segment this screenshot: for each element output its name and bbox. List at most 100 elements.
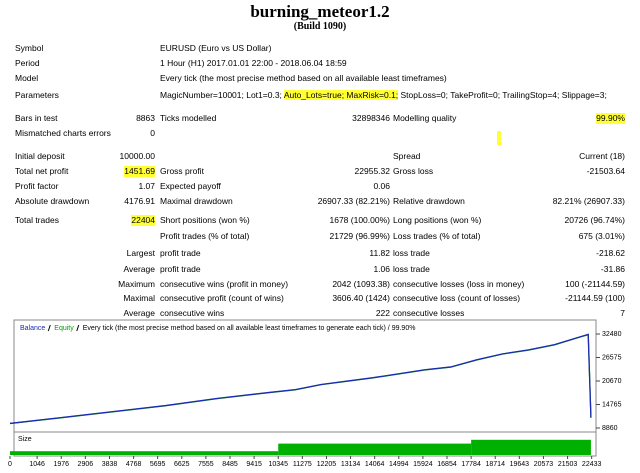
stat-value: -21144.59 (100) [565,293,625,303]
x-tick-label: 15924 [413,461,433,468]
x-tick-label: 13134 [341,461,361,468]
x-tick-label: 11275 [293,461,312,468]
stat-label: Long positions (won %) [393,215,482,225]
parameters: MagicNumber=10001; Lot1=0.3; Auto_Lots=t… [160,90,607,101]
stat-value: -31.86 [600,264,625,274]
size-bar [278,443,472,455]
stat-label: profit trade [160,248,201,258]
stat-value: 10000.00 [119,151,155,161]
stat-label: Mismatched charts errors [15,128,111,138]
stat-value: 32898346 [352,113,390,123]
stat-label: Profit trades (% of total) [160,231,250,241]
stat-value: 1.07 [138,181,155,191]
y-tick-label: 32480 [602,331,622,338]
stat-label: Absolute drawdown [15,196,90,206]
x-tick-label: 18714 [486,461,506,468]
x-tick-label: 3838 [102,461,118,468]
stat-value: -218.62 [596,248,625,258]
info-value: Every tick (the most precise method base… [160,73,447,83]
stat-label: Maximal drawdown [160,196,233,206]
stat-value: 26907.33 (82.21%) [317,196,390,206]
stat-label: Gross loss [393,166,434,176]
series-line [9,333,592,425]
stat-value: 1451.69 [124,166,155,177]
y-tick-label: 8860 [602,425,618,432]
stat-value: 82.21% (26907.33) [552,196,625,206]
x-tick-label: 1046 [29,461,45,468]
stat-value: 1.06 [373,264,390,274]
stat-label: Maximum [118,279,155,289]
stat-value: 100 (-21144.59) [565,279,625,289]
stat-label: Relative drawdown [393,196,465,206]
x-tick-label: 6625 [174,461,190,468]
x-tick-label: 7555 [198,461,214,468]
stat-label: Initial deposit [15,151,65,161]
stat-label: Total trades [15,215,59,225]
stat-label: Loss trades (% of total) [393,231,481,241]
stat-label: consecutive loss (count of losses) [393,293,521,303]
report-title: burning_meteor1.2 [250,2,390,21]
stat-value: 7 [620,308,625,318]
stat-value: 8863 [136,113,155,123]
stat-label: Short positions (won %) [160,215,250,225]
stat-value: 1678 (100.00%) [329,215,391,225]
info-label: Symbol [15,43,44,53]
x-tick-label: 0 [8,461,12,468]
parameter-text: Auto_Lots=true; MaxRisk=0.1; [283,90,399,100]
x-tick-label: 14064 [365,461,385,468]
stat-label: Average [123,264,155,274]
y-tick-label: 14765 [602,401,622,408]
parameter-text: MagicNumber=10001; Lot1=0.3; [160,90,284,100]
stat-label: Ticks modelled [160,113,217,123]
info-value: 1 Hour (H1) 2017.01.01 22:00 - 2018.06.0… [160,58,347,68]
stat-label: Average [123,308,155,318]
stat-value: -21503.64 [586,166,625,176]
x-tick-label: 17784 [461,461,481,468]
stat-value: 22404 [131,215,155,226]
stat-label: Gross profit [160,166,204,176]
stat-value: 99.90% [596,113,625,124]
stat-label: Total net profit [15,166,69,176]
x-tick-label: 20573 [534,461,554,468]
stat-label: Profit factor [15,181,59,191]
stat-value: 22955.32 [354,166,390,176]
stat-value: Current (18) [579,151,625,161]
x-tick-label: 19643 [510,461,530,468]
x-tick-label: 22433 [582,461,602,468]
stat-label: Largest [126,248,155,258]
stat-value: 3606.40 (1424) [332,293,390,303]
legend-separator [47,324,51,332]
stat-value: 222 [375,308,390,318]
stat-label: consecutive losses [393,308,465,318]
legend-separator [76,324,80,332]
build: (Build 1090) [293,21,347,32]
stat-label: Spread [393,151,421,161]
x-tick-label: 4768 [126,461,142,468]
stat-label: Maximal [123,293,155,303]
balance-chart: 32480 26575 20670 14765 8860 0 1046 1976 2906 383… [8,319,622,468]
stat-label: Expected payoff [160,181,221,191]
info-label: Period [15,58,40,68]
stat-value: 4176.91 [124,196,155,206]
marker [497,131,501,145]
x-tick-label: 9415 [246,461,262,468]
size-bar [10,451,279,455]
chart-subtitle: Every tick (the most precise method base… [83,325,416,332]
stat-value: 21729 (96.99%) [329,231,391,241]
stat-value: 675 (3.01%) [578,231,625,241]
stat-label: consecutive wins (profit in money) [160,279,289,289]
stat-label: consecutive profit (count of wins) [160,293,284,303]
x-tick-label: 21503 [558,461,578,468]
x-tick-label: 14994 [389,461,409,468]
stat-value: 2042 (1093.38) [332,279,390,289]
y-tick-label: 20670 [602,378,622,385]
stat-value: 11.82 [369,248,390,258]
stat-label: consecutive wins [160,308,225,318]
stat-value: 0.06 [373,181,390,191]
x-tick-label: 2906 [78,461,94,468]
x-tick-label: 1976 [53,461,69,468]
info-value: EURUSD (Euro vs US Dollar) [160,43,272,53]
y-tick-label: 26575 [602,354,622,361]
legend-entry: Balance [20,325,45,332]
